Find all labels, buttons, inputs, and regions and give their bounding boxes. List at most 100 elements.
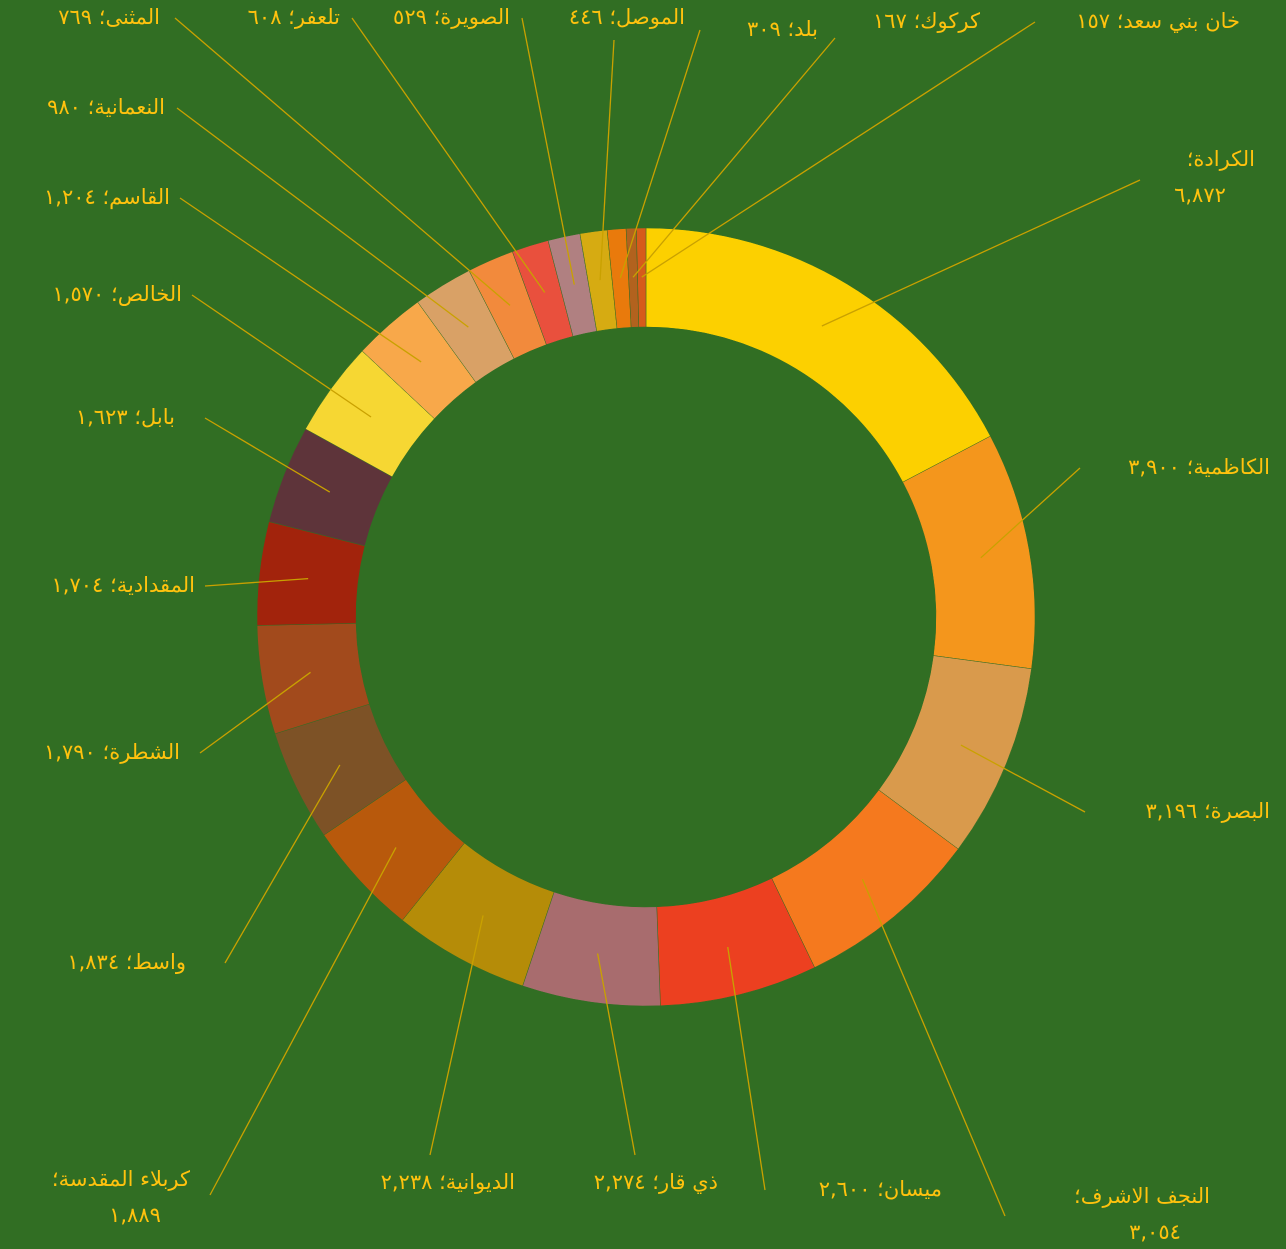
space xyxy=(281,5,288,29)
space xyxy=(104,282,111,306)
separator: ؛ xyxy=(52,1167,59,1191)
data-label: الشطرة؛ ١,٧٩٠ xyxy=(44,740,180,764)
space xyxy=(870,1177,877,1201)
separator: ؛ xyxy=(877,1177,884,1201)
data-label: ميسان؛ ٢,٦٠٠ xyxy=(819,1177,942,1201)
leader-line xyxy=(204,417,331,493)
leader-line xyxy=(209,847,397,1196)
category-label: ميسان xyxy=(884,1177,942,1201)
leader-line xyxy=(199,671,311,754)
slices xyxy=(256,227,1036,1007)
separator: ؛ xyxy=(134,405,141,429)
category-label: الكاظمية xyxy=(1193,455,1270,479)
value-label: ٢,٦٠٠ xyxy=(819,1177,871,1201)
value-label: ١,٨٨٩ xyxy=(109,1203,161,1227)
space xyxy=(96,740,103,764)
category-label: المثنى xyxy=(105,5,160,29)
value-label: ٦٠٨ xyxy=(248,5,282,29)
category-label: تلعفر xyxy=(294,5,340,29)
data-label: تلعفر؛ ٦٠٨ xyxy=(248,5,341,29)
donut-slice xyxy=(636,227,647,328)
separator: ؛ xyxy=(914,9,921,33)
data-label: بابل؛ ١,٦٢٣ xyxy=(76,405,175,429)
data-label: الخالص؛ ١,٥٧٠ xyxy=(53,282,182,306)
space xyxy=(103,573,110,597)
value-label: ١,٢٠٤ xyxy=(44,185,96,209)
value-label: ١٥٧ xyxy=(1076,9,1110,33)
value-label: ٣,١٩٦ xyxy=(1145,799,1197,823)
value-label: ٩٨٠ xyxy=(47,95,81,119)
leader-line xyxy=(351,17,546,293)
space xyxy=(427,5,434,29)
data-label: القاسم؛ ١,٢٠٤ xyxy=(44,185,170,210)
separator: ؛ xyxy=(88,95,95,119)
category-label: الخالص xyxy=(118,282,182,306)
space xyxy=(1110,9,1117,33)
value-label: ١,٦٢٣ xyxy=(76,405,128,429)
separator: ؛ xyxy=(110,573,117,597)
value-label: ٢,٢٧٤ xyxy=(594,1170,646,1194)
separator: ؛ xyxy=(609,5,616,29)
leader-line xyxy=(727,946,766,1191)
data-label: ذي قار؛ ٢,٢٧٤ xyxy=(594,1170,718,1194)
separator: ؛ xyxy=(434,5,441,29)
category-label: النجف الاشرف xyxy=(1081,1184,1210,1208)
category-label: الصويرة xyxy=(440,5,510,29)
space xyxy=(128,405,135,429)
data-label: واسط؛ ١,٨٣٤ xyxy=(67,950,186,974)
category-label: واسط xyxy=(132,950,186,974)
space xyxy=(92,5,99,29)
leader-line xyxy=(429,915,484,1156)
data-label: بلد؛ ٣٠٩ xyxy=(747,17,818,41)
value-label: ١,٥٧٠ xyxy=(53,282,105,306)
space xyxy=(907,9,914,33)
data-label: المقدادية؛ ١,٧٠٤ xyxy=(52,573,195,597)
separator: ؛ xyxy=(111,282,118,306)
leader-line xyxy=(632,37,836,278)
leader-line xyxy=(960,744,1086,813)
separator: ؛ xyxy=(103,740,110,764)
separator: ؛ xyxy=(439,1170,446,1194)
space xyxy=(81,95,88,119)
leader-line xyxy=(599,39,615,281)
value-label: ١,٧٩٠ xyxy=(44,740,96,764)
category-label: الشطرة xyxy=(109,740,180,764)
data-label: الديوانية؛ ٢,٢٣٨ xyxy=(381,1170,515,1194)
leader-line xyxy=(204,578,309,587)
category-label: بلد xyxy=(794,17,818,41)
leader-line xyxy=(174,17,511,306)
leader-line xyxy=(179,197,422,363)
value-label: ٣٠٩ xyxy=(747,17,781,41)
leader-line xyxy=(619,29,701,279)
category-label: كركوك xyxy=(920,9,980,33)
data-label: كركوك؛ ١٦٧ xyxy=(873,9,980,33)
data-label: النجف الاشرف؛ xyxy=(1074,1184,1210,1208)
space xyxy=(432,1170,439,1194)
separator: ؛ xyxy=(1187,455,1194,479)
value-label: ٣,٠٥٤ xyxy=(1129,1220,1181,1244)
separator: ؛ xyxy=(126,950,133,974)
category-label: الديوانية xyxy=(446,1170,515,1194)
leader-line xyxy=(596,953,636,1156)
space xyxy=(96,185,103,209)
category-label: البصرة xyxy=(1211,799,1270,823)
donut-slice xyxy=(645,227,991,483)
category-label: ذي قار xyxy=(658,1170,718,1194)
separator: ؛ xyxy=(787,17,794,41)
data-label: النعمانية؛ ٩٨٠ xyxy=(47,95,165,119)
data-label: الكرادة؛ xyxy=(1187,147,1255,171)
value-label: ٧٦٩ xyxy=(58,5,92,29)
leader-line xyxy=(176,107,469,328)
separator: ؛ xyxy=(652,1170,659,1194)
space xyxy=(119,950,126,974)
category-label: خان بني سعد xyxy=(1123,9,1240,33)
leader-line xyxy=(980,467,1081,559)
data-label: كربلاء المقدسة؛ xyxy=(52,1167,190,1191)
value-label: ١,٨٣٤ xyxy=(67,950,119,974)
leader-line xyxy=(821,179,1141,327)
category-label: القاسم xyxy=(109,185,170,210)
category-label: بابل xyxy=(141,405,175,429)
category-label: المقدادية xyxy=(117,573,195,597)
space xyxy=(781,17,788,41)
separator: ؛ xyxy=(1187,147,1194,171)
